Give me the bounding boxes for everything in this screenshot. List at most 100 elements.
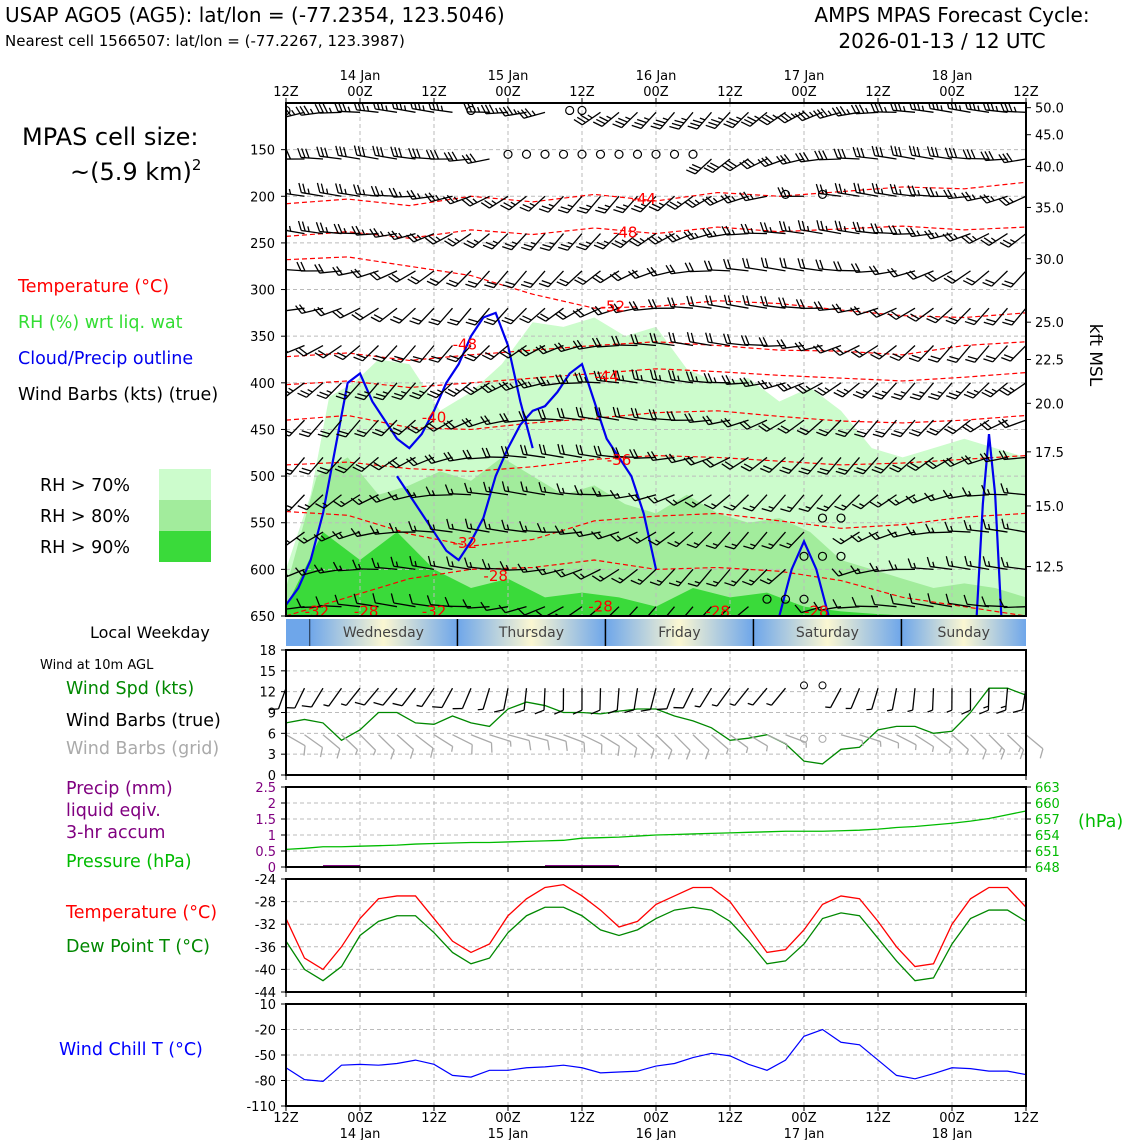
barb-full [616, 407, 621, 418]
barb-full [535, 376, 543, 387]
dewpoint-label: Dew Point T (°C) [66, 937, 210, 957]
barb-full [898, 146, 902, 157]
p-tick-label: 300 [250, 284, 275, 299]
barb-full [594, 305, 603, 315]
wind-barb [333, 223, 361, 235]
barb-full [480, 416, 487, 425]
barb-full [740, 465, 750, 472]
barb-full [424, 237, 434, 245]
barb-full [980, 239, 990, 246]
wind-barb-true [996, 688, 1009, 714]
barb-full [816, 507, 827, 512]
barb-full [426, 595, 432, 605]
windchill-label: Wind Chill T (°C) [59, 1040, 203, 1060]
calm-circle [595, 149, 606, 159]
barb-full [504, 316, 515, 322]
p-tick-label: 150 [250, 144, 275, 159]
barb-full [425, 486, 432, 496]
wind-barb [797, 258, 823, 272]
barb-half [766, 578, 773, 582]
barb-half [435, 194, 440, 200]
barb-full [649, 369, 654, 380]
barb-half [880, 227, 884, 234]
barb-full [635, 370, 639, 380]
barb-full [702, 228, 709, 238]
wind-barb [998, 418, 1026, 429]
barb-staff [482, 688, 491, 710]
barb-full [892, 353, 903, 359]
barb-full [905, 271, 914, 280]
barb-full [558, 246, 568, 251]
barb-half [364, 391, 370, 395]
wind-barb [574, 606, 601, 616]
barb-full [887, 313, 897, 320]
barb-full [314, 103, 321, 114]
barb-full [443, 422, 452, 430]
barb-full [726, 333, 732, 344]
top-tick-label: 00Z [643, 85, 669, 100]
barb-full [853, 182, 857, 193]
barb-full [296, 261, 302, 272]
barb-full [854, 104, 861, 114]
wind-barb [443, 151, 472, 162]
wind-barb [484, 270, 509, 289]
barb-half [451, 523, 454, 530]
barb-half [431, 490, 436, 496]
wind-barb [286, 260, 305, 272]
wind-barb-true [927, 688, 935, 713]
calm-circle [466, 105, 476, 116]
barb-full [432, 706, 443, 709]
barb-full [742, 160, 752, 168]
barb-full [337, 465, 348, 471]
barb-full [961, 456, 969, 465]
wind-barb [721, 158, 749, 172]
barb-full [794, 386, 804, 394]
barb-full [303, 105, 310, 115]
barb-full [835, 432, 846, 438]
barb-full [724, 461, 734, 468]
wind-barb [742, 568, 768, 586]
cloud-outline [286, 311, 534, 606]
nearest-cell: Nearest cell 1566507: lat/lon = (-77.226… [5, 32, 405, 50]
barb-half [301, 569, 307, 575]
barb-full [761, 116, 771, 124]
barb-half [765, 745, 769, 752]
rh-swatch [159, 531, 211, 562]
wind-barb [630, 333, 657, 347]
barb-full [967, 355, 978, 360]
barb-half [304, 504, 311, 508]
barb-full [632, 237, 642, 245]
y-tick-label: -20 [255, 1024, 276, 1039]
barb-full [412, 355, 423, 360]
barb-full [879, 147, 884, 157]
barb-staff [375, 602, 398, 608]
barb-full [353, 356, 363, 362]
barb-staff [421, 687, 435, 707]
barb-full [831, 348, 841, 356]
barb-full [927, 272, 937, 281]
barb-full [998, 420, 1006, 429]
barb-full [485, 352, 495, 358]
wind-barb [831, 303, 860, 314]
p-tick-label: 350 [250, 330, 275, 345]
barb-half [950, 561, 954, 567]
barb-full [1039, 748, 1044, 759]
cloud-outline [778, 538, 830, 616]
wind-barb [556, 483, 583, 496]
barb-staff [523, 688, 528, 711]
barb-full [332, 500, 342, 508]
barb-full [966, 277, 976, 283]
barb-half [1005, 487, 1009, 494]
barb-full [613, 208, 624, 214]
wind-barb [702, 195, 731, 206]
wind-barb [481, 447, 509, 459]
barb-full [740, 335, 746, 345]
barb-full [853, 305, 862, 315]
barb-half [379, 230, 384, 237]
barb-full [394, 355, 404, 360]
barb-full [314, 264, 321, 274]
wind-barb [465, 270, 490, 288]
barb-full [354, 268, 362, 277]
barb-full [317, 306, 326, 315]
barb-full [286, 432, 290, 437]
